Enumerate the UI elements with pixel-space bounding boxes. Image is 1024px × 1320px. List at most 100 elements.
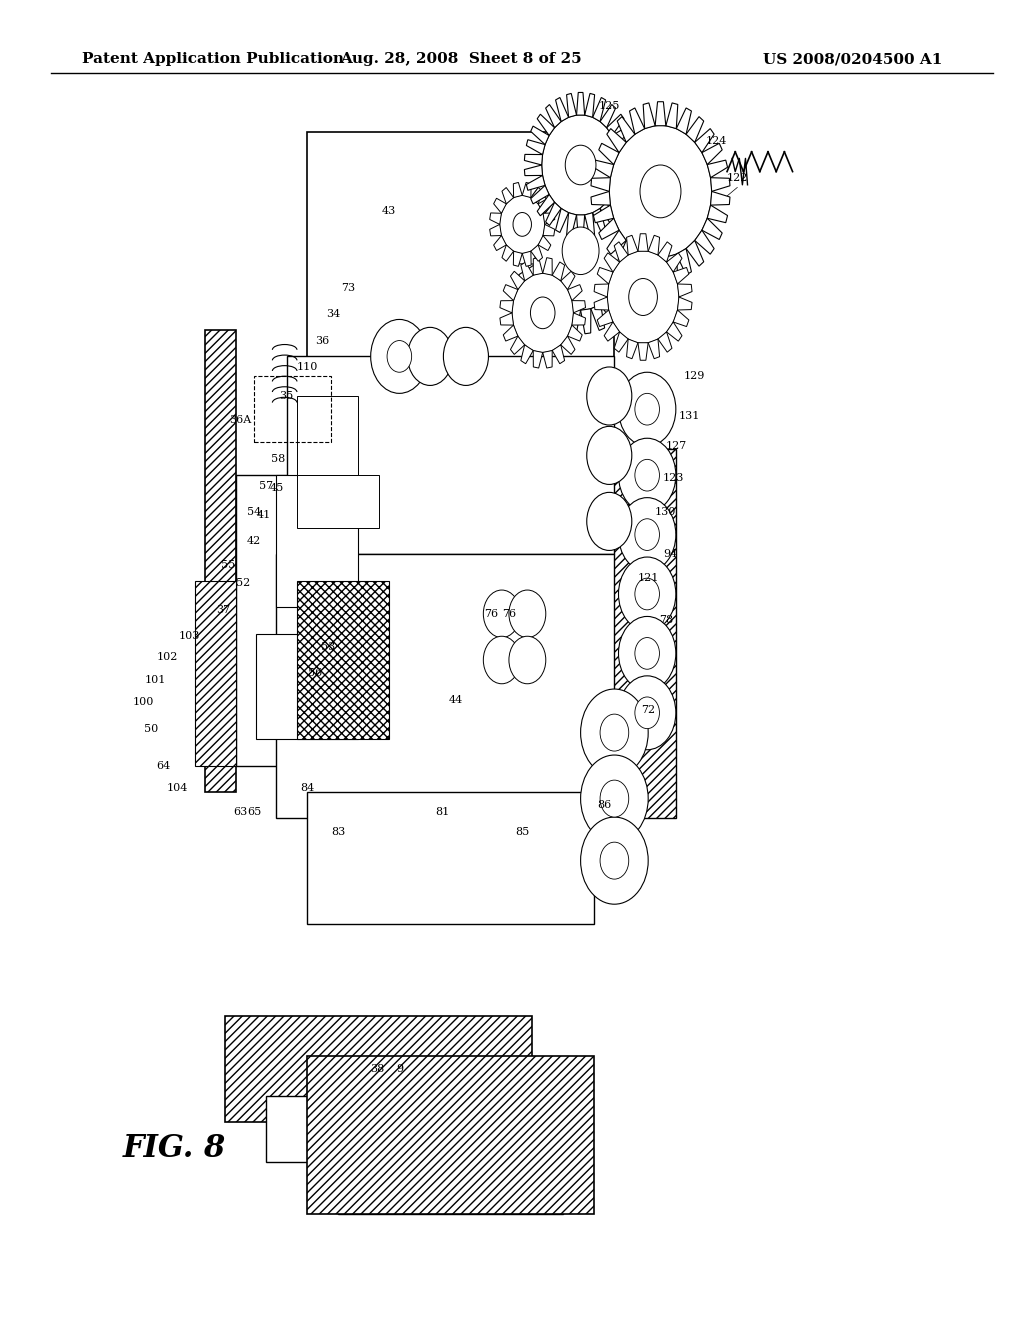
Polygon shape — [572, 313, 586, 325]
Polygon shape — [524, 277, 545, 298]
Text: 42: 42 — [247, 536, 261, 546]
Polygon shape — [593, 209, 605, 232]
Bar — [594, 449, 676, 818]
Polygon shape — [591, 305, 604, 330]
Polygon shape — [638, 343, 648, 360]
Polygon shape — [591, 172, 604, 197]
Polygon shape — [546, 202, 561, 226]
Polygon shape — [638, 234, 648, 251]
Circle shape — [509, 636, 546, 684]
Bar — [297, 475, 379, 528]
Text: US 2008/0204500 A1: US 2008/0204500 A1 — [763, 53, 942, 66]
Polygon shape — [530, 187, 543, 203]
Polygon shape — [494, 198, 506, 214]
Polygon shape — [524, 154, 543, 165]
Bar — [225, 1016, 532, 1122]
Polygon shape — [566, 94, 577, 117]
Bar — [236, 475, 389, 766]
Polygon shape — [616, 140, 635, 154]
Circle shape — [542, 115, 620, 215]
Text: 127: 127 — [666, 441, 686, 451]
Bar — [389, 528, 614, 766]
Polygon shape — [643, 103, 655, 128]
Text: 45: 45 — [269, 483, 284, 494]
Polygon shape — [500, 313, 513, 325]
Polygon shape — [616, 203, 637, 224]
Polygon shape — [594, 160, 613, 178]
Polygon shape — [686, 240, 703, 267]
Polygon shape — [678, 284, 692, 297]
Polygon shape — [519, 264, 539, 281]
Text: 55: 55 — [221, 560, 236, 570]
Text: 100: 100 — [133, 697, 154, 708]
Polygon shape — [539, 198, 551, 214]
Polygon shape — [617, 116, 635, 143]
Polygon shape — [516, 251, 536, 264]
Polygon shape — [513, 251, 522, 267]
Bar — [256, 634, 358, 739]
Polygon shape — [543, 257, 552, 275]
Polygon shape — [617, 240, 635, 267]
Polygon shape — [601, 297, 617, 323]
Polygon shape — [543, 224, 555, 236]
Polygon shape — [658, 331, 672, 352]
Polygon shape — [556, 98, 568, 121]
Polygon shape — [667, 322, 682, 341]
Polygon shape — [500, 301, 513, 313]
Circle shape — [635, 393, 659, 425]
Polygon shape — [585, 213, 595, 236]
Polygon shape — [503, 285, 518, 301]
Text: 57: 57 — [259, 480, 273, 491]
Polygon shape — [534, 257, 543, 275]
Circle shape — [600, 780, 629, 817]
Polygon shape — [666, 103, 678, 128]
Polygon shape — [532, 288, 552, 313]
Circle shape — [587, 492, 632, 550]
Bar — [297, 396, 358, 475]
Polygon shape — [566, 213, 577, 236]
Polygon shape — [600, 104, 615, 128]
Text: 102: 102 — [157, 652, 177, 663]
Polygon shape — [581, 168, 591, 193]
Polygon shape — [532, 189, 552, 214]
Circle shape — [635, 638, 659, 669]
Polygon shape — [612, 185, 631, 203]
Circle shape — [618, 557, 676, 631]
Text: 122: 122 — [727, 173, 748, 183]
Bar — [266, 1096, 492, 1162]
Circle shape — [587, 426, 632, 484]
Polygon shape — [701, 218, 722, 239]
Polygon shape — [609, 288, 629, 313]
Circle shape — [600, 842, 629, 879]
Polygon shape — [539, 235, 551, 251]
Text: 44: 44 — [449, 694, 463, 705]
Bar — [276, 475, 358, 607]
Text: 65: 65 — [247, 807, 261, 817]
Text: Aug. 28, 2008  Sheet 8 of 25: Aug. 28, 2008 Sheet 8 of 25 — [340, 53, 582, 66]
Text: 36A: 36A — [229, 414, 252, 425]
Polygon shape — [561, 271, 575, 289]
Polygon shape — [577, 215, 585, 238]
Circle shape — [513, 213, 531, 236]
Text: 110: 110 — [297, 362, 317, 372]
Polygon shape — [591, 178, 610, 191]
Polygon shape — [538, 115, 555, 136]
Circle shape — [618, 438, 676, 512]
Circle shape — [509, 590, 546, 638]
Polygon shape — [543, 213, 555, 224]
Circle shape — [387, 341, 412, 372]
Polygon shape — [561, 337, 575, 355]
Polygon shape — [556, 209, 568, 232]
Polygon shape — [552, 261, 564, 281]
Polygon shape — [567, 285, 583, 301]
Polygon shape — [510, 271, 524, 289]
Polygon shape — [600, 202, 615, 226]
Text: 53: 53 — [321, 642, 335, 652]
Polygon shape — [604, 322, 620, 341]
Polygon shape — [524, 203, 545, 224]
Polygon shape — [538, 194, 555, 215]
Polygon shape — [521, 345, 534, 364]
Text: 52: 52 — [236, 578, 250, 589]
Text: Patent Application Publication: Patent Application Publication — [82, 53, 344, 66]
Circle shape — [618, 676, 676, 750]
